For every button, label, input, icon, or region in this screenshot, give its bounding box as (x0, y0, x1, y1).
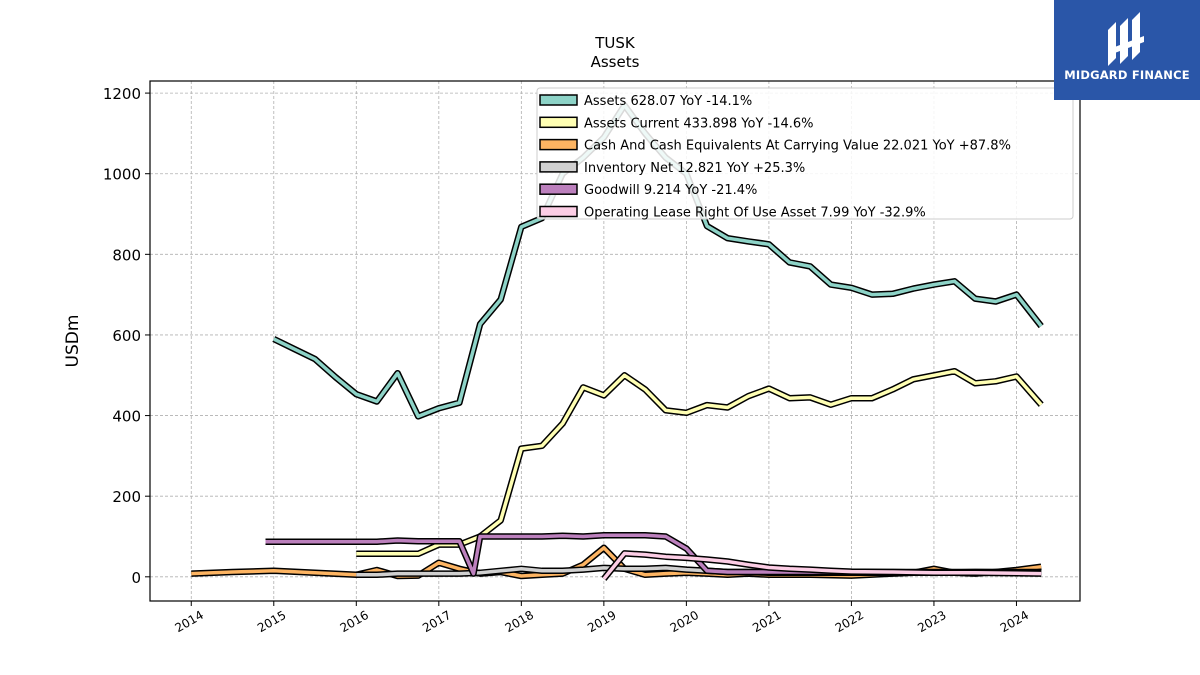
x-tick-label: 2022 (833, 608, 866, 635)
y-tick-label: 800 (112, 246, 141, 264)
legend-swatch (539, 116, 578, 129)
legend-entry: Inventory Net 12.821 YoY +25.3% (584, 161, 805, 176)
legend-entry: Assets Current 433.898 YoY -14.6% (584, 116, 814, 131)
legend-entry: Goodwill 9.214 YoY -21.4% (584, 183, 757, 198)
x-tick-label: 2014 (173, 608, 206, 635)
y-tick-label: 1000 (103, 166, 141, 184)
chart-subtitle: Assets (591, 53, 640, 71)
x-tick-label: 2020 (668, 608, 701, 635)
plot-area (149, 80, 1081, 602)
series-line-1 (356, 369, 1043, 556)
legend-swatch (539, 138, 578, 151)
legend-swatch (539, 205, 578, 218)
y-tick-label: 0 (131, 569, 141, 587)
legend-swatch (539, 161, 578, 173)
y-tick-label: 1200 (103, 85, 141, 103)
x-tick-label: 2015 (255, 608, 288, 635)
legend-entry: Cash And Cash Equivalents At Carrying Va… (584, 139, 1011, 154)
y-tick-label: 600 (112, 327, 141, 345)
x-tick-label: 2024 (998, 608, 1031, 635)
y-tick-label: 400 (112, 408, 141, 426)
brand-logo: MIDGARD FINANCE (1054, 0, 1200, 100)
legend-entry: Operating Lease Right Of Use Asset 7.99 … (584, 206, 926, 221)
legend-entry: Assets 628.07 YoY -14.1% (584, 94, 752, 109)
x-tick-label: 2019 (585, 608, 618, 635)
chart-title: TUSK (594, 34, 636, 52)
legend-swatch (539, 94, 578, 106)
midgard-logo-icon (1108, 12, 1144, 66)
legend-swatch (539, 183, 578, 195)
x-tick-label: 2018 (503, 608, 536, 635)
x-tick-label: 2021 (750, 608, 783, 635)
x-tick-label: 2023 (915, 608, 948, 635)
legend-box (536, 87, 1074, 220)
y-axis-label: USDm (63, 315, 83, 368)
legend: Assets 628.07 YoY -14.1% Assets Current 4… (536, 87, 1074, 221)
y-tick-label: 200 (112, 488, 141, 506)
series-line-5 (602, 551, 1042, 580)
x-tick-label: 2017 (420, 608, 453, 635)
logo-text: MIDGARD FINANCE (1064, 68, 1190, 82)
x-tick-label: 2016 (338, 608, 371, 635)
